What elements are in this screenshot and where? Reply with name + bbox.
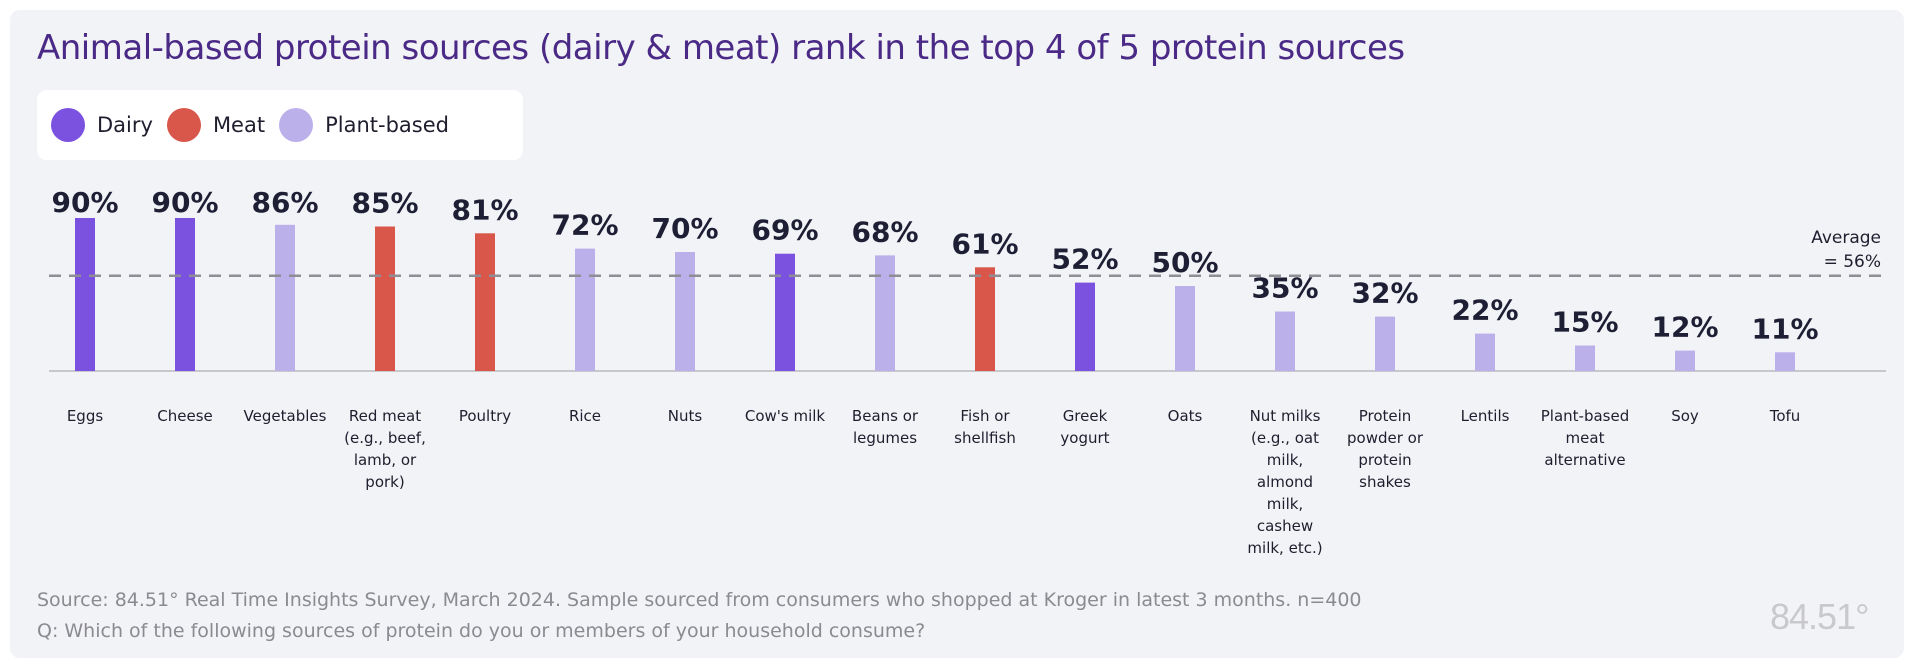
legend-label: Dairy [97,113,153,137]
legend-item-meat: Meat [166,108,266,142]
legend: Dairy Meat Plant-based [37,90,523,160]
data-label: 12% [1651,311,1718,344]
data-label: 70% [651,212,718,245]
bar [75,218,95,371]
source-note: Source: 84.51° Real Time Insights Survey… [37,589,1362,611]
data-label: 15% [1551,306,1618,339]
average-label-line2: = 56% [1823,252,1881,272]
data-label: 81% [451,193,518,226]
data-label: 86% [251,186,318,219]
category-label: Oats [1167,407,1203,425]
legend-label: Meat [212,113,266,137]
bar [175,218,195,371]
legend-item-plant-based: Plant-based [279,108,449,142]
bar [575,248,595,371]
average-label: Average = 56% [1811,226,1881,274]
chart-title: Animal-based protein sources (dairy & me… [37,28,1405,68]
category-label: Protein powder or protein shakes [1347,407,1423,491]
bar [675,252,695,371]
category-label: Plant-based meat alternative [1540,407,1630,469]
brand-logo: 84.51° [1770,596,1869,637]
bar [1075,282,1095,371]
category-label: Beans or legumes [851,407,919,447]
data-label: 69% [751,214,818,247]
category-label: Nut milks (e.g., oat milk, almond milk, … [1247,407,1323,557]
legend-label: Plant-based [325,113,449,137]
category-label: Greek yogurt [1060,407,1110,447]
data-label: 32% [1351,277,1418,310]
legend-swatch-meat [166,108,201,142]
bar [975,267,995,371]
data-label: 90% [151,186,218,219]
category-label: Eggs [66,407,104,425]
bar [875,255,895,371]
data-label: 11% [1751,312,1818,345]
category-label: Cow's milk [744,407,826,425]
legend-swatch-dairy [51,108,85,142]
category-label: Cheese [157,407,213,425]
data-label: 22% [1451,294,1518,327]
bar [1375,316,1395,371]
legend-item-dairy: Dairy [51,108,153,142]
data-label: 52% [1051,243,1118,276]
bar [775,253,795,371]
bar [1675,350,1695,371]
data-label: 68% [851,215,918,248]
average-label-line1: Average [1811,228,1881,248]
category-label: Lentils [1460,407,1510,425]
bar [375,226,395,371]
footnote: Source: 84.51° Real Time Insights Survey… [37,585,1362,647]
legend-swatch-plant-based [279,108,314,142]
category-label: Poultry [458,407,512,425]
bar [1575,345,1595,371]
bar [1475,333,1495,371]
category-label: Red meat (e.g., beef, lamb, or pork) [344,407,426,491]
data-label: 90% [51,186,118,219]
bar [475,233,495,371]
category-label: Rice [568,407,602,425]
data-label: 72% [551,209,618,242]
question-note: Q: Which of the following sources of pro… [37,620,926,642]
bar [1175,286,1195,371]
bar [275,224,295,371]
data-label: 85% [351,187,418,220]
data-label: 61% [951,227,1018,260]
bar [1275,311,1295,371]
category-label: Vegetables [243,407,327,425]
bar [1775,352,1795,371]
category-label: Tofu [1769,407,1801,425]
data-label: 50% [1151,246,1218,279]
category-label: Fish or shellfish [954,407,1016,447]
data-label: 35% [1251,272,1318,305]
category-label: Soy [1671,407,1699,425]
category-label: Nuts [667,407,703,425]
